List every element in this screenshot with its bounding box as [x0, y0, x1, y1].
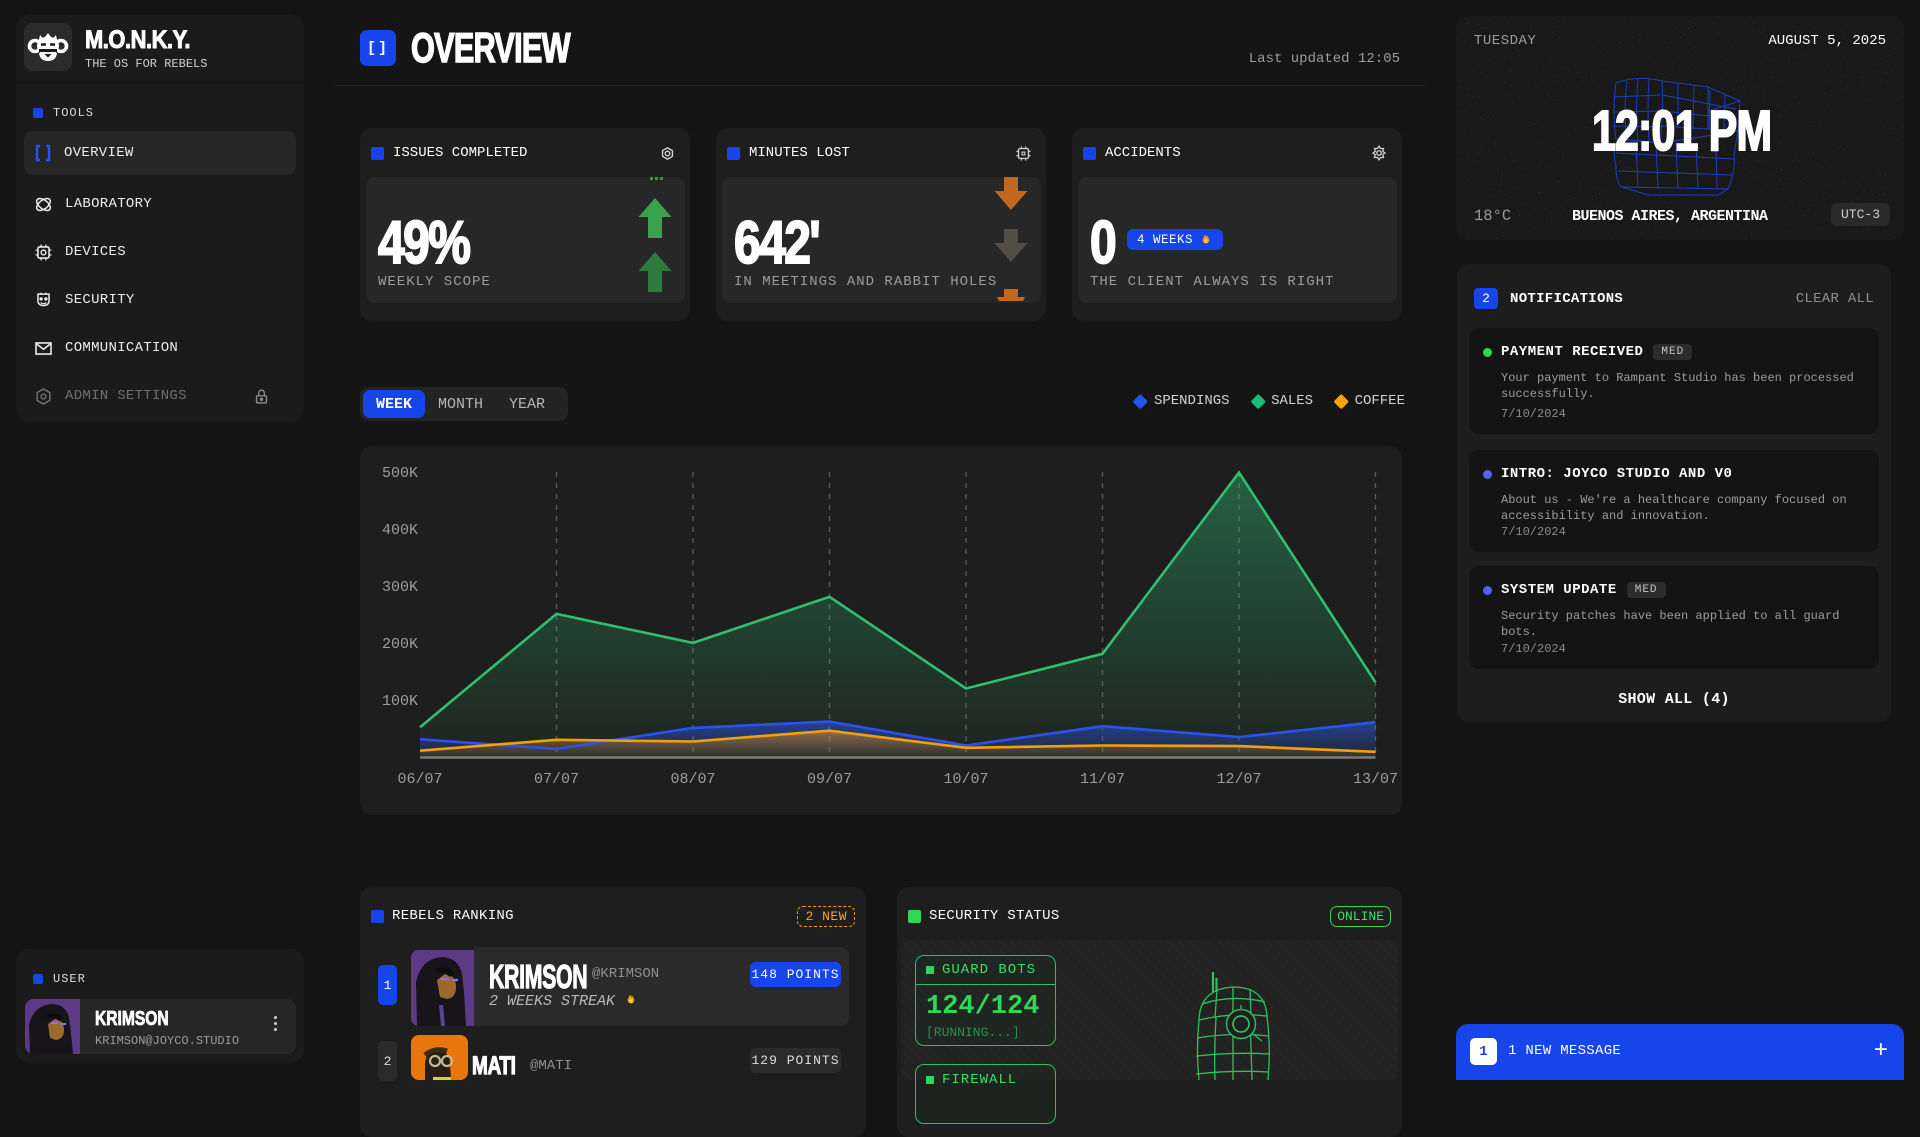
- svg-text:300K: 300K: [382, 579, 418, 596]
- svg-text:100K: 100K: [382, 693, 418, 710]
- svg-text:10/07: 10/07: [943, 771, 988, 788]
- svg-text:500K: 500K: [382, 465, 418, 482]
- svg-text:400K: 400K: [382, 522, 418, 539]
- svg-text:07/07: 07/07: [534, 771, 579, 788]
- svg-text:08/07: 08/07: [670, 771, 715, 788]
- svg-text:13/07: 13/07: [1353, 771, 1398, 788]
- svg-text:06/07: 06/07: [397, 771, 442, 788]
- svg-text:200K: 200K: [382, 636, 418, 653]
- svg-text:09/07: 09/07: [807, 771, 852, 788]
- svg-text:11/07: 11/07: [1080, 771, 1125, 788]
- svg-text:12/07: 12/07: [1216, 771, 1261, 788]
